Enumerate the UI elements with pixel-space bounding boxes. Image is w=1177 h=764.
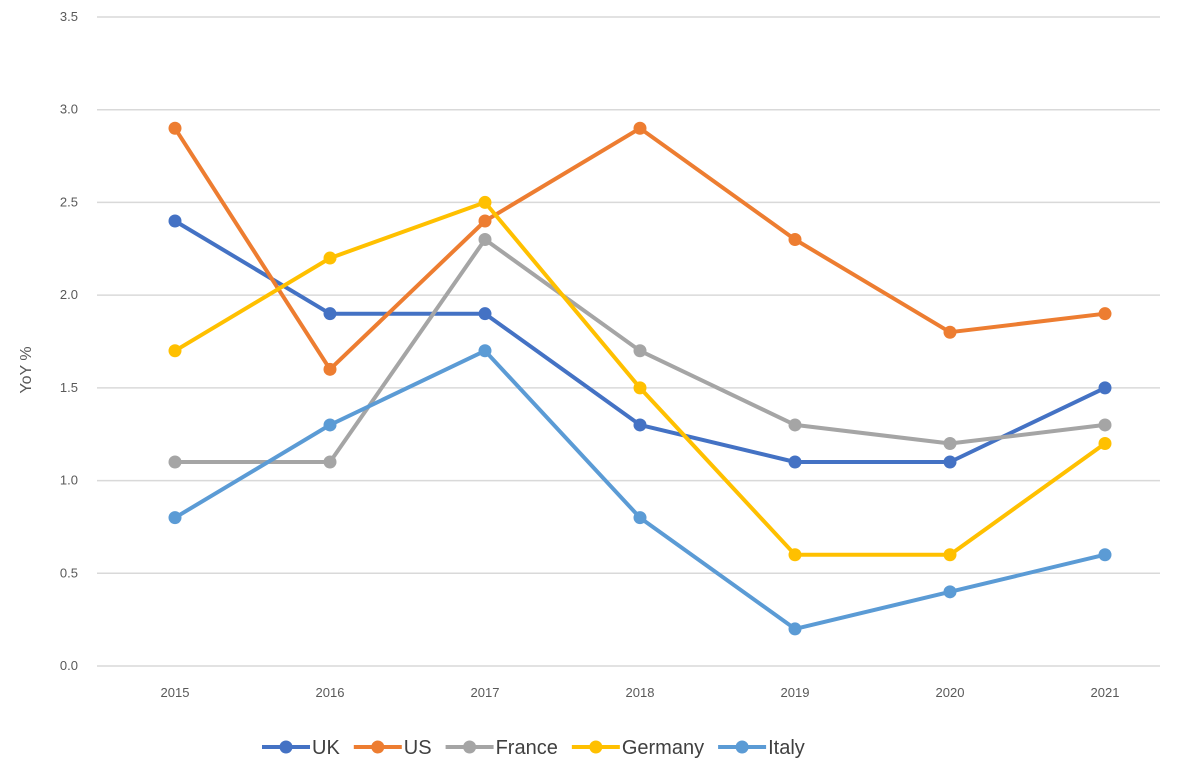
y-tick-label: 3.5	[60, 9, 78, 24]
data-point	[788, 233, 802, 247]
data-point	[788, 622, 802, 636]
legend-label: Germany	[622, 737, 704, 759]
data-point	[478, 195, 492, 209]
y-tick-label: 0.5	[60, 565, 78, 580]
y-axis-ticks: 0.0 0.5 1.0 1.5 2.0 2.5 3.0 3.5	[60, 9, 78, 673]
y-tick-label: 3.0	[60, 102, 78, 117]
series-germany	[168, 195, 1112, 562]
data-point	[168, 511, 182, 525]
legend-label: US	[404, 737, 432, 759]
series-us	[168, 121, 1112, 376]
data-point	[323, 251, 337, 265]
legend-item: US	[353, 737, 432, 759]
data-point	[478, 233, 492, 247]
data-point	[323, 418, 337, 432]
data-point	[1098, 381, 1112, 395]
series-lines	[168, 121, 1112, 636]
data-point	[943, 548, 957, 562]
data-point	[943, 455, 957, 469]
data-point	[168, 214, 182, 228]
legend-label: France	[496, 737, 558, 759]
legend-item: UK	[262, 737, 340, 759]
data-point	[1098, 418, 1112, 432]
data-point	[788, 418, 802, 432]
x-tick-label: 2021	[1091, 685, 1120, 700]
data-point	[478, 344, 492, 358]
legend-swatch-marker	[371, 740, 385, 754]
data-point	[478, 307, 492, 321]
y-axis-label: YoY %	[18, 346, 35, 393]
data-point	[633, 381, 647, 395]
x-tick-label: 2019	[781, 685, 810, 700]
x-tick-label: 2016	[316, 685, 345, 700]
data-point	[1098, 436, 1112, 450]
y-tick-label: 2.0	[60, 287, 78, 302]
x-tick-label: 2018	[626, 685, 655, 700]
data-point	[633, 344, 647, 358]
data-point	[168, 344, 182, 358]
x-tick-label: 2017	[471, 685, 500, 700]
y-tick-label: 1.0	[60, 473, 78, 488]
data-point	[168, 455, 182, 469]
series-line	[173, 200, 1107, 557]
data-point	[323, 307, 337, 321]
y-tick-label: 0.0	[60, 658, 78, 673]
y-tick-label: 1.5	[60, 380, 78, 395]
data-point	[943, 436, 957, 450]
legend-item: Germany	[571, 737, 704, 759]
x-axis-ticks: 2015 2016 2017 2018 2019 2020 2021	[161, 685, 1120, 700]
data-point	[943, 585, 957, 599]
legend-swatch-marker	[463, 740, 477, 754]
series-uk	[168, 214, 1112, 469]
series-france	[168, 233, 1112, 469]
data-point	[788, 455, 802, 469]
data-point	[1098, 307, 1112, 321]
data-point	[168, 121, 182, 135]
gridlines	[97, 16, 1160, 667]
data-point	[633, 511, 647, 525]
y-tick-label: 2.5	[60, 194, 78, 209]
legend-label: UK	[312, 737, 340, 759]
data-point	[943, 325, 957, 339]
series-line	[173, 126, 1107, 372]
legend-swatch-marker	[589, 740, 603, 754]
data-point	[1098, 548, 1112, 562]
legend-item: France	[445, 737, 558, 759]
x-tick-label: 2020	[936, 685, 965, 700]
legend: UK US France Germany Italy	[262, 737, 805, 759]
data-point	[323, 362, 337, 376]
data-point	[323, 455, 337, 469]
series-italy	[168, 344, 1112, 636]
data-point	[788, 548, 802, 562]
data-point	[478, 214, 492, 228]
x-tick-label: 2015	[161, 685, 190, 700]
legend-label: Italy	[768, 737, 805, 759]
legend-swatch-marker	[279, 740, 293, 754]
data-point	[633, 418, 647, 432]
legend-item: Italy	[718, 737, 805, 759]
data-point	[633, 121, 647, 135]
legend-swatch-marker	[735, 740, 749, 754]
